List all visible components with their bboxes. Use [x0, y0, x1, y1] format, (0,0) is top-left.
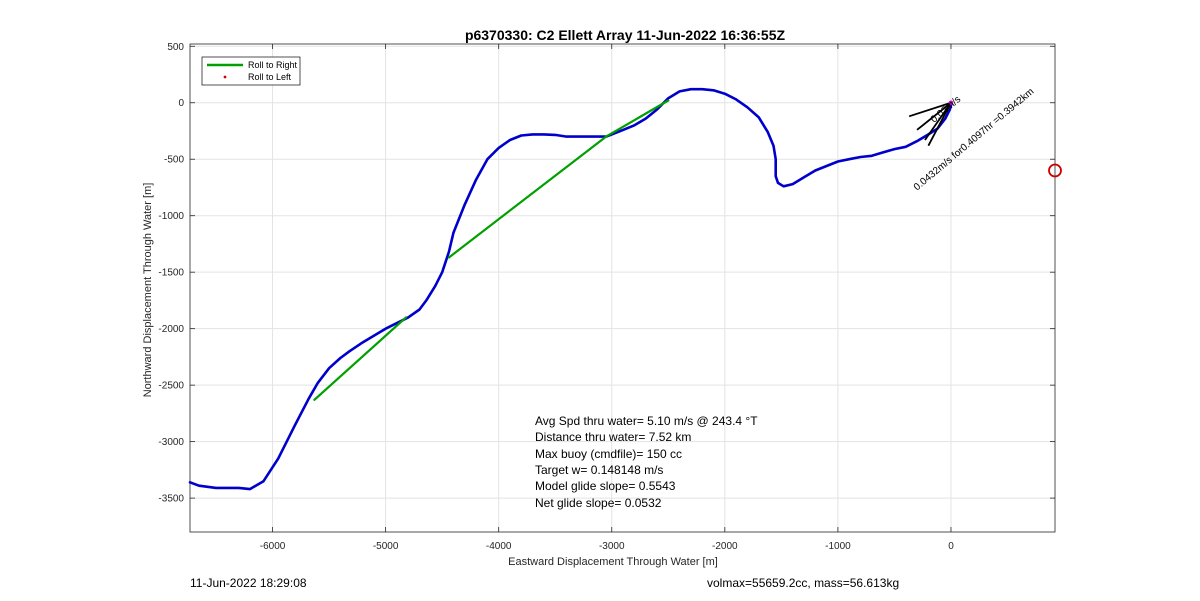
roll-right-segment — [447, 135, 608, 259]
dive-origin-point — [948, 100, 954, 105]
stat-distance: Distance thru water= 7.52 km — [535, 430, 691, 444]
y-axis-label: Northward Displacement Through Water [m] — [142, 183, 154, 398]
markers — [1048, 163, 1062, 178]
stat-target-w: Target w= 0.148148 m/s — [535, 463, 663, 477]
y-tick-label: -2000 — [158, 324, 184, 335]
y-tick-label: 500 — [167, 42, 184, 53]
x-tick-label: -1000 — [825, 541, 851, 552]
chart-title: p6370330: C2 Ellett Array 11-Jun-2022 16… — [465, 27, 786, 43]
stat-net-glide-slope: Net glide slope= 0.0532 — [535, 496, 662, 510]
target-circle-marker — [1048, 163, 1062, 178]
stat-max-buoy: Max buoy (cmdfile)= 150 cc — [535, 447, 682, 461]
x-tick-label: -5000 — [373, 541, 399, 552]
y-tick-label: -3000 — [158, 437, 184, 448]
data-series — [188, 87, 953, 491]
legend-swatch-roll-left — [223, 75, 227, 79]
plot-background — [190, 44, 1055, 532]
stat-model-glide-slope: Model glide slope= 0.5543 — [535, 479, 676, 493]
axes: -6000 -5000 -4000 -3000 -2000 -1000 0 500 0 -500 -… — [158, 42, 1056, 552]
y-tick-label: -500 — [164, 155, 184, 166]
x-tick-label: -2000 — [712, 541, 738, 552]
x-tick-label: -3000 — [599, 541, 625, 552]
current-vector — [908, 101, 952, 118]
x-tick-label: -4000 — [486, 541, 512, 552]
footer-timestamp: 11-Jun-2022 18:29:08 — [190, 576, 307, 590]
glider-track-line — [188, 87, 953, 491]
stats-block: Avg Spd thru water= 5.10 m/s @ 243.4 °T … — [535, 414, 758, 510]
y-tick-label: 0 — [178, 98, 184, 109]
x-tick-label: 0 — [948, 541, 954, 552]
current-vector — [924, 102, 952, 141]
roll-right-segment — [313, 316, 408, 401]
y-tick-label: -1500 — [158, 268, 184, 279]
plot-frame — [189, 43, 1056, 533]
y-tick-label: -2500 — [158, 381, 184, 392]
y-tick-label: -1000 — [158, 211, 184, 222]
roll-right-segment — [604, 99, 670, 138]
grid-lines — [190, 44, 1055, 532]
footer-volmax-mass: volmax=55659.2cc, mass=56.613kg — [707, 576, 899, 590]
stat-avg-speed: Avg Spd thru water= 5.10 m/s @ 243.4 °T — [535, 414, 758, 428]
x-tick-label: -6000 — [260, 541, 286, 552]
y-tick-label: -3500 — [158, 494, 184, 505]
current-vector — [916, 102, 952, 131]
x-axis-label: Eastward Displacement Through Water [m] — [508, 556, 718, 568]
current-vector — [927, 102, 952, 147]
legend-label-roll-left: Roll to Left — [248, 72, 292, 82]
legend-label-roll-right: Roll to Right — [248, 60, 298, 70]
legend: Roll to Right Roll to Left — [201, 56, 301, 86]
